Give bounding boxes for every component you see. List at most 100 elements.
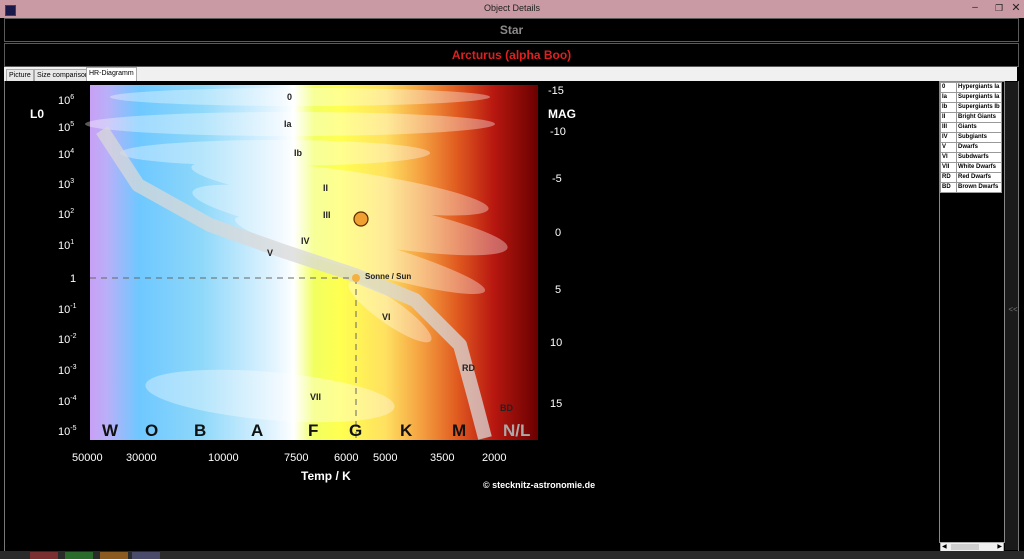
class-label-bd: BD: [500, 403, 513, 413]
class-regions: [85, 88, 508, 423]
legend-code: IV: [940, 132, 957, 143]
lum-tick: 10-3: [58, 364, 77, 377]
mag-tick: 5: [555, 284, 561, 296]
mag-tick: -15: [548, 85, 564, 97]
lum-tick: 104: [58, 148, 74, 161]
minimize-icon[interactable]: –: [972, 2, 978, 13]
scroll-right-icon[interactable]: ▶: [997, 544, 1002, 550]
star-marker[interactable]: [353, 211, 369, 227]
temp-tick: 2000: [482, 452, 506, 464]
legend-row: BD Brown Dwarfs: [940, 182, 1002, 193]
tab-hr-diagramm[interactable]: HR-Diagramm: [86, 67, 137, 81]
side-panel-strip: [1005, 82, 1018, 550]
legend-label: Supergiants Ib: [956, 102, 1002, 113]
legend-row: VII White Dwarfs: [940, 162, 1002, 173]
legend-label: White Dwarfs: [956, 162, 1002, 173]
legend-row: III Giants: [940, 122, 1002, 133]
legend-code: Ia: [940, 92, 957, 103]
spectral-class-w: W: [102, 421, 119, 440]
lum-tick: 106: [58, 94, 74, 107]
legend-code: BD: [940, 182, 957, 193]
spectral-class-nl: N/L: [503, 421, 530, 440]
lum-tick: 10-1: [58, 303, 77, 316]
region-vii: [145, 369, 395, 423]
legend-label: Brown Dwarfs: [956, 182, 1002, 193]
class-label-iii: III: [323, 210, 331, 220]
legend-code: II: [940, 112, 957, 123]
region-ia: [85, 112, 495, 136]
restore-icon[interactable]: ❐: [994, 3, 1004, 13]
class-label-iv: IV: [301, 236, 310, 246]
spectral-class-k: K: [400, 421, 413, 440]
magnitude-ticks: -15 -10 -5 0 5 10 15: [548, 85, 566, 410]
class-label-ii: II: [323, 183, 328, 193]
lum-tick: 1: [70, 273, 76, 285]
legend-row: RD Red Dwarfs: [940, 172, 1002, 183]
spectral-class-b: B: [194, 421, 206, 440]
legend-row: Ia Supergiants Ia: [940, 92, 1002, 103]
region-vi: [348, 281, 432, 343]
region-ii: [191, 160, 489, 216]
legend-label: Giants: [956, 122, 1002, 133]
temp-tick: 10000: [208, 452, 239, 464]
mag-tick: -5: [552, 173, 562, 185]
legend-code: VI: [940, 152, 957, 163]
legend-label: Dwarfs: [956, 142, 1002, 153]
legend-code: RD: [940, 172, 957, 183]
taskbar-app-icon[interactable]: [132, 552, 160, 559]
scroll-thumb[interactable]: [951, 544, 979, 550]
temperature-ticks: 50000 30000 10000 7500 6000 5000 3500 20…: [72, 452, 506, 464]
legend-table: 0 Hypergiants Ia Ia Supergiants Ia Ib Super…: [940, 82, 1002, 193]
lum-tick: 10-5: [58, 425, 77, 438]
mag-tick: -10: [550, 126, 566, 138]
legend-label: Subdwarfs: [956, 152, 1002, 163]
class-label-v: V: [267, 248, 273, 258]
taskbar-app-icon[interactable]: [100, 552, 128, 559]
legend-code: Ib: [940, 102, 957, 113]
lum-tick: 10-4: [58, 395, 77, 408]
temp-tick: 30000: [126, 452, 157, 464]
scroll-left-icon[interactable]: ◀: [942, 544, 947, 550]
class-label-0: 0: [287, 92, 292, 102]
copyright: © stecknitz-astronomie.de: [483, 480, 595, 490]
legend-row: 0 Hypergiants Ia: [940, 82, 1002, 93]
spectral-class-f: F: [308, 421, 318, 440]
sun-label: Sonne / Sun: [365, 272, 411, 281]
class-label-ia: Ia: [284, 119, 293, 129]
close-icon[interactable]: ✕: [1011, 2, 1021, 14]
legend-label: Subgiants: [956, 132, 1002, 143]
mag-tick: 15: [550, 398, 562, 410]
legend-row: V Dwarfs: [940, 142, 1002, 153]
temp-tick: 7500: [284, 452, 308, 464]
title-bar: Object Details – ❐ ✕: [0, 0, 1024, 18]
legend-code: 0: [940, 82, 957, 93]
tab-picture[interactable]: Picture: [6, 69, 34, 81]
mag-tick: 10: [550, 337, 562, 349]
spectral-class-g: G: [349, 421, 362, 440]
region-0: [110, 88, 490, 106]
app-icon: [5, 5, 16, 16]
legend-code: VII: [940, 162, 957, 173]
luminosity-ticks: 106 105 104 103 102 101 1 10-1 10-2 10-3…: [58, 94, 77, 438]
spectral-class-o: O: [145, 421, 158, 440]
sun-marker: [352, 274, 360, 282]
spectral-class-a: A: [251, 421, 263, 440]
region-iii: [192, 184, 508, 256]
legend-code: V: [940, 142, 957, 153]
class-label-vi: VI: [382, 312, 391, 322]
class-labels: 0 Ia Ib II III IV V VI VII RD BD: [267, 92, 513, 413]
taskbar-app-icon[interactable]: [65, 552, 93, 559]
side-panel-toggle[interactable]: <<: [1008, 305, 1018, 314]
region-iv: [234, 216, 486, 294]
hr-diagram: Sonne / Sun 0 Ia Ib II III IV V VI VII R…: [30, 85, 595, 490]
y-left-axis-label: L0: [30, 107, 44, 121]
object-type-header: Star: [4, 18, 1019, 42]
legend-row: II Bright Giants: [940, 112, 1002, 123]
legend-row: VI Subdwarfs: [940, 152, 1002, 163]
class-label-ib: Ib: [294, 148, 303, 158]
mag-tick: 0: [555, 227, 561, 239]
y-right-axis-label: MAG: [548, 107, 576, 121]
temp-tick: 6000: [334, 452, 358, 464]
taskbar-app-icon[interactable]: [30, 552, 58, 559]
lum-tick: 102: [58, 208, 74, 221]
